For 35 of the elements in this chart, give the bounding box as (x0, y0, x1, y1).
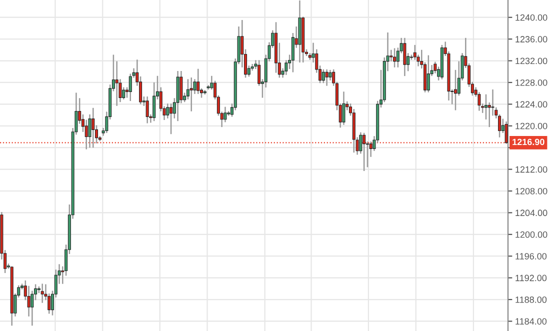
ref-line-label: 1216.90 (512, 138, 544, 146)
candlestick (504, 121, 508, 144)
candlestick (491, 89, 494, 116)
candlestick (196, 68, 200, 94)
y-tick-label: 1204.00 (516, 210, 548, 216)
y-tick-label: 1212.00 (516, 166, 548, 173)
candlestick (322, 69, 325, 84)
candlestick (190, 78, 193, 112)
candlestick (325, 69, 328, 86)
candlestick (484, 94, 488, 120)
y-tick-label: 1220.00 (516, 122, 548, 130)
y-tick-label: 1228.00 (516, 79, 548, 86)
candlestick (92, 108, 95, 148)
candlestick (454, 70, 458, 110)
y-tick-label: 1188.00 (516, 296, 547, 303)
candlestick (40, 284, 44, 303)
candlestick (328, 70, 332, 80)
candlestick (180, 71, 183, 104)
candlestick (362, 132, 366, 172)
candlestick (146, 96, 149, 124)
y-tick-label: 1184.00 (516, 318, 547, 325)
y-tick-label: 1236.00 (516, 36, 548, 42)
candlestick (403, 38, 406, 76)
candlestick (115, 61, 118, 106)
candlestick (342, 92, 346, 125)
y-tick-label: 1192.00 (516, 274, 547, 282)
candlestick (170, 104, 173, 134)
candlestick (426, 55, 430, 92)
y-tick-label: 1208.00 (516, 188, 548, 194)
y-tick-label: 1224.00 (516, 101, 548, 108)
y-tick-label: 1196.00 (516, 253, 547, 260)
y-tick-label: 1240.00 (516, 14, 548, 21)
y-tick-label: 1200.00 (516, 231, 548, 238)
y-tick-label: 1232.00 (516, 58, 548, 64)
candlestick (393, 48, 396, 68)
